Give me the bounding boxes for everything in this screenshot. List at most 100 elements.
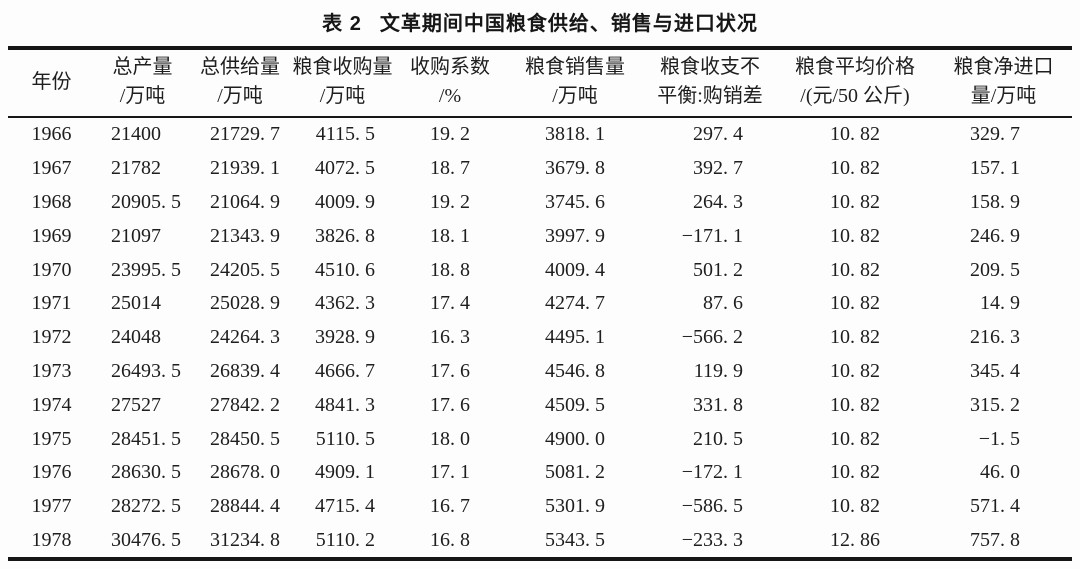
cell-avg-price: 10. 82 <box>830 359 880 382</box>
cell-total-output: 21782. 5 <box>111 157 161 180</box>
cell-net-import: 158. 9 <box>970 190 1020 213</box>
cell-imbalance: −586. 5 <box>681 495 743 518</box>
cell-net-import: 216. 3 <box>970 326 1020 349</box>
table-row: 1972 24048. 5 24264. 3 3928. 9 16. 3 4495. 1 −… <box>8 321 1072 355</box>
cell-sales: 5343. 5 <box>545 528 605 551</box>
cell-imbalance: −172. 1 <box>681 461 743 484</box>
cell-procurement: 4841. 3 <box>315 393 375 416</box>
column-header-procurement: 粮食收购量 /万吨 <box>292 56 393 107</box>
cell-total-supply: 26839. 4 <box>210 359 280 382</box>
cell-sales: 4900. 0 <box>545 427 605 450</box>
cell-avg-price: 10. 82 <box>830 326 880 349</box>
cell-sales: 3997. 9 <box>545 224 605 247</box>
cell-year: 1971 <box>31 292 72 315</box>
cell-imbalance: 87. 6 <box>703 292 743 315</box>
cell-net-import: 209. 5 <box>970 258 1020 281</box>
table-row: 1977 28272. 5 28844. 4 4715. 4 16. 7 5301. 9 −… <box>8 490 1072 524</box>
cell-year: 1970 <box>31 258 72 281</box>
table-row: 1976 28630. 5 28678. 0 4909. 1 17. 1 5081. 2 −… <box>8 456 1072 490</box>
cell-imbalance: −233. 3 <box>681 528 743 551</box>
cell-procurement-ratio: 18. 0 <box>430 427 470 450</box>
cell-imbalance: 392. 7 <box>693 157 743 180</box>
cell-year: 1968 <box>31 190 72 213</box>
cell-total-output: 24048. 5 <box>111 326 161 349</box>
cell-imbalance: 501. 2 <box>693 258 743 281</box>
cell-procurement: 4666. 7 <box>315 359 375 382</box>
cell-sales: 3745. 6 <box>545 190 605 213</box>
cell-total-supply: 28450. 5 <box>210 427 280 450</box>
cell-net-import: 757. 8 <box>970 528 1020 551</box>
table-header-row: 年份 总产量 /万吨 总供给量 /万吨 粮食收购量 /万吨 收购系数 /% <box>8 48 1072 117</box>
cell-procurement: 3928. 9 <box>315 326 375 349</box>
cell-imbalance: 264. 3 <box>693 190 743 213</box>
cell-procurement: 4115. 5 <box>315 123 375 146</box>
column-header-net-import: 粮食净进口 量/万吨 <box>953 56 1054 107</box>
cell-imbalance: −171. 1 <box>681 224 743 247</box>
cell-total-output: 28272. 5 <box>111 495 181 518</box>
cell-avg-price: 10. 82 <box>830 123 880 146</box>
cell-avg-price: 10. 82 <box>830 157 880 180</box>
table-title-label: 表 2 <box>322 13 362 35</box>
cell-total-supply: 21939. 1 <box>210 157 280 180</box>
cell-procurement-ratio: 17. 6 <box>430 393 470 416</box>
cell-procurement-ratio: 18. 8 <box>430 258 470 281</box>
cell-sales: 3818. 1 <box>545 123 605 146</box>
cell-avg-price: 10. 82 <box>830 190 880 213</box>
cell-total-supply: 28844. 4 <box>210 495 280 518</box>
cell-imbalance: 297. 4 <box>693 123 743 146</box>
cell-sales: 4274. 7 <box>545 292 605 315</box>
cell-sales: 4009. 4 <box>545 258 605 281</box>
cell-procurement: 4072. 5 <box>315 157 375 180</box>
cell-sales: 5301. 9 <box>545 495 605 518</box>
cell-avg-price: 10. 82 <box>830 224 880 247</box>
cell-imbalance: 119. 9 <box>693 359 743 382</box>
cell-procurement: 5110. 5 <box>315 427 375 450</box>
cell-procurement: 3826. 8 <box>315 224 375 247</box>
cell-avg-price: 10. 82 <box>830 393 880 416</box>
cell-total-output: 27527. 5 <box>111 393 161 416</box>
cell-total-output: 21400. 5 <box>111 123 161 146</box>
cell-sales: 3679. 8 <box>545 157 605 180</box>
cell-procurement-ratio: 16. 3 <box>430 326 470 349</box>
cell-imbalance: −566. 2 <box>681 326 743 349</box>
cell-year: 1969 <box>31 224 72 247</box>
cell-procurement-ratio: 17. 1 <box>430 461 470 484</box>
table-row: 1978 30476. 5 31234. 8 5110. 2 16. 8 5343. 5 −… <box>8 524 1072 560</box>
cell-procurement: 4909. 1 <box>315 461 375 484</box>
cell-total-output: 21097. 5 <box>111 224 161 247</box>
cell-net-import: 315. 2 <box>970 393 1020 416</box>
cell-total-output: 25014. 5 <box>111 292 161 315</box>
cell-year: 1972 <box>31 326 72 349</box>
cell-year: 1967 <box>31 157 72 180</box>
cell-total-supply: 27842. 2 <box>210 393 280 416</box>
cell-avg-price: 10. 82 <box>830 495 880 518</box>
cell-total-output: 26493. 5 <box>111 359 181 382</box>
table-body: 1966 21400. 5 21729. 7 4115. 5 19. 2 3818. 1 2… <box>8 117 1072 559</box>
cell-total-output: 30476. 5 <box>111 528 181 551</box>
table-row: 1975 28451. 5 28450. 5 5110. 5 18. 0 4900. 0 2… <box>8 422 1072 456</box>
table-title: 表 2 文革期间中国粮食供给、销售与进口状况 <box>0 0 1080 38</box>
cell-year: 1977 <box>31 495 72 518</box>
column-header-procurement-ratio: 收购系数 /% <box>410 56 490 107</box>
cell-net-import: −1. 5 <box>978 427 1020 450</box>
cell-imbalance: 331. 8 <box>693 393 743 416</box>
cell-total-output: 20905. 5 <box>111 190 181 213</box>
cell-avg-price: 10. 82 <box>830 461 880 484</box>
cell-net-import: 246. 9 <box>970 224 1020 247</box>
cell-year: 1976 <box>31 461 72 484</box>
cell-year: 1974 <box>31 393 72 416</box>
column-header-avg-price: 粮食平均价格 /(元/50 公斤) <box>795 56 915 107</box>
cell-procurement-ratio: 17. 4 <box>430 292 470 315</box>
cell-year: 1973 <box>31 359 72 382</box>
cell-net-import: 329. 7 <box>970 123 1020 146</box>
cell-procurement: 4009. 9 <box>315 190 375 213</box>
cell-total-supply: 21343. 9 <box>210 224 280 247</box>
cell-procurement-ratio: 18. 7 <box>430 157 470 180</box>
cell-total-supply: 31234. 8 <box>210 528 280 551</box>
cell-total-output: 28630. 5 <box>111 461 181 484</box>
table-row: 1968 20905. 5 21064. 9 4009. 9 19. 2 3745. 6 2… <box>8 186 1072 220</box>
cell-total-supply: 24205. 5 <box>210 258 280 281</box>
cell-avg-price: 10. 82 <box>830 427 880 450</box>
cell-total-output: 28451. 5 <box>111 427 181 450</box>
